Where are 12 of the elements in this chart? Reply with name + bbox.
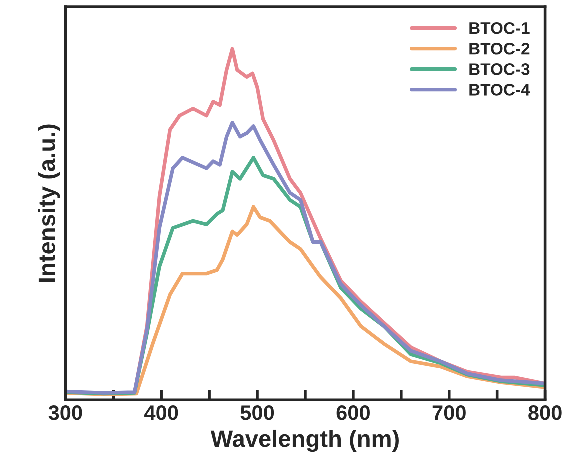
x-tick-label: 700: [432, 406, 466, 420]
x-tick-label: 800: [528, 406, 562, 420]
legend-label: BTOC-1: [470, 22, 530, 34]
legend-label: BTOC-3: [470, 64, 530, 76]
x-tick-label: 300: [48, 406, 82, 420]
x-tick-label: 500: [240, 406, 274, 420]
x-axis-title: Wavelength (nm): [210, 430, 399, 452]
legend-label: BTOC-2: [470, 42, 530, 55]
x-tick-label: 600: [336, 406, 370, 420]
legend-label: BTOC-4: [470, 84, 530, 96]
y-axis-title: Intensity (a.u.): [38, 124, 60, 282]
x-tick-label: 400: [144, 406, 178, 420]
